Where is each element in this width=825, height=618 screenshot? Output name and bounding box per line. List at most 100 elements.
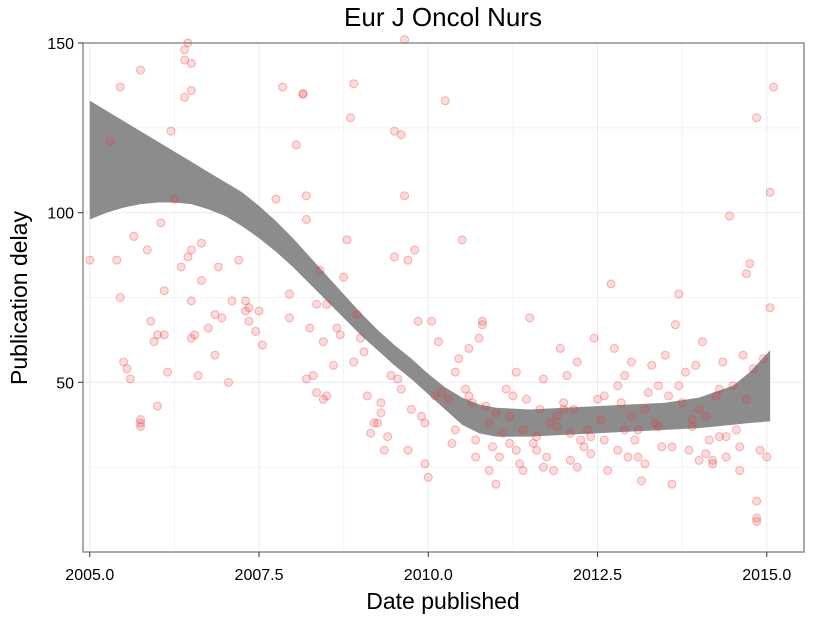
- data-point: [420, 418, 430, 428]
- data-point: [498, 428, 508, 438]
- data-point: [366, 428, 376, 438]
- data-point: [315, 265, 325, 275]
- data-point: [565, 428, 575, 438]
- data-point: [224, 377, 234, 387]
- x-tick-label: 2010.0: [404, 567, 453, 584]
- data-point: [396, 130, 406, 140]
- data-point: [183, 252, 193, 262]
- data-point: [383, 432, 393, 442]
- data-point: [552, 421, 562, 431]
- data-point: [254, 306, 264, 316]
- data-point: [565, 455, 575, 465]
- data-point: [180, 55, 190, 65]
- data-point: [450, 367, 460, 377]
- data-point: [115, 293, 125, 302]
- data-point: [284, 313, 294, 323]
- data-point: [714, 432, 724, 442]
- data-point: [376, 408, 386, 418]
- data-point: [430, 391, 440, 401]
- data-point: [152, 401, 162, 411]
- data-point: [643, 388, 653, 398]
- data-point: [349, 79, 359, 89]
- data-point: [403, 445, 413, 455]
- data-point: [613, 381, 623, 391]
- data-point: [752, 516, 762, 526]
- data-point: [301, 191, 311, 201]
- data-point: [626, 357, 636, 367]
- data-point: [423, 472, 433, 482]
- data-point: [298, 89, 308, 99]
- x-tick-label: 2007.5: [235, 567, 284, 584]
- data-point: [85, 255, 95, 265]
- data-point: [769, 82, 779, 92]
- data-point: [518, 466, 528, 476]
- data-point: [474, 333, 484, 343]
- data-point: [186, 86, 196, 96]
- data-point: [376, 398, 386, 408]
- data-point: [156, 218, 166, 228]
- data-point: [335, 330, 345, 340]
- data-point: [694, 455, 704, 465]
- data-point: [284, 289, 294, 299]
- data-point: [505, 411, 515, 421]
- data-point: [657, 442, 667, 452]
- data-point: [213, 262, 223, 272]
- data-point: [718, 357, 728, 367]
- data-point: [660, 350, 670, 360]
- minor-gridlines: [83, 43, 804, 552]
- data-point: [521, 394, 531, 404]
- data-point: [752, 496, 762, 506]
- data-point: [322, 299, 332, 309]
- data-point: [637, 476, 647, 486]
- data-point: [725, 211, 735, 221]
- data-point: [488, 442, 498, 452]
- data-point: [609, 343, 619, 353]
- data-point: [494, 452, 504, 462]
- data-point: [433, 337, 443, 347]
- data-point: [278, 82, 288, 92]
- data-point: [559, 404, 569, 414]
- data-point: [596, 415, 606, 425]
- data-point: [454, 354, 464, 364]
- y-tick-label: 50: [56, 375, 74, 392]
- data-point: [149, 337, 159, 347]
- data-point: [477, 320, 487, 330]
- x-axis-ticks: 2005.0 2007.5 2010.0 2012.5 2015.0: [65, 552, 791, 584]
- data-point: [369, 418, 379, 428]
- data-point: [227, 296, 237, 306]
- data-point: [664, 391, 674, 401]
- data-point: [633, 425, 643, 435]
- y-tick-label: 100: [47, 206, 74, 223]
- data-point: [352, 309, 362, 319]
- data-point: [136, 65, 146, 75]
- data-point: [406, 404, 416, 414]
- data-point: [562, 371, 572, 381]
- data-point: [752, 113, 762, 123]
- smooth-confidence-band: [89, 100, 771, 437]
- data-point: [694, 404, 704, 414]
- data-point: [681, 367, 691, 377]
- data-point: [180, 45, 190, 55]
- data-point: [532, 445, 542, 455]
- data-point: [257, 340, 267, 350]
- data-point: [677, 398, 687, 408]
- data-point: [626, 411, 636, 421]
- data-point: [633, 452, 643, 462]
- data-point: [501, 384, 511, 394]
- data-point: [708, 459, 718, 469]
- data-point: [552, 411, 562, 421]
- data-point: [136, 421, 146, 431]
- data-point: [115, 82, 125, 92]
- data-point: [318, 337, 328, 347]
- data-point: [396, 384, 406, 394]
- data-point: [481, 401, 491, 411]
- data-point: [112, 255, 122, 265]
- data-point: [196, 276, 206, 286]
- data-point: [528, 438, 538, 448]
- data-point: [447, 438, 457, 448]
- data-point: [721, 432, 731, 442]
- data-point: [386, 371, 396, 381]
- data-point: [234, 255, 244, 265]
- data-point: [752, 513, 762, 523]
- data-points: [85, 35, 779, 526]
